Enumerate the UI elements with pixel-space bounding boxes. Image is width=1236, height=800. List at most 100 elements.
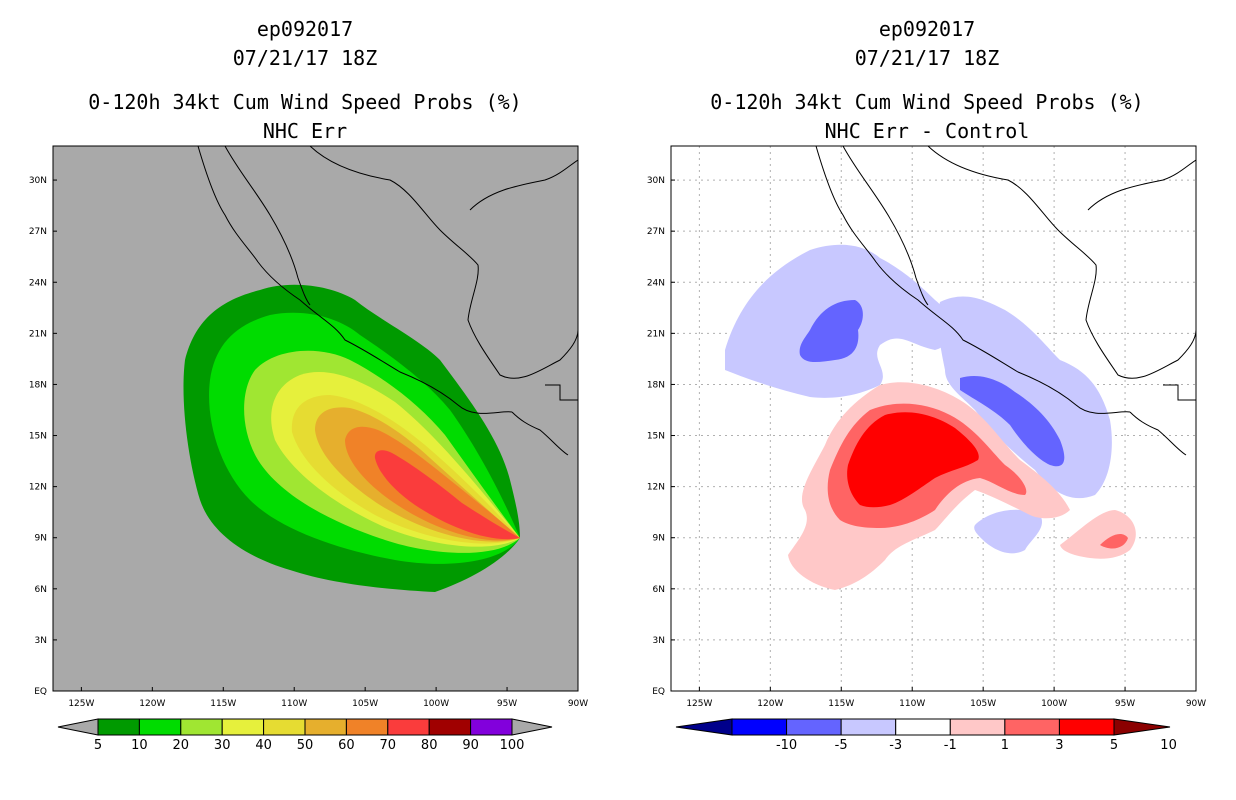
colorbar-label: 10 bbox=[131, 738, 148, 753]
left-map-panel: 125W 120W 115W 110W 105W 100W 95W 90W EQ 3N 6N 9N 12… bbox=[29, 145, 588, 709]
x-tick-label: 125W bbox=[686, 699, 712, 709]
colorbar-label: 5 bbox=[94, 738, 102, 753]
diff-neg-3-contour-west bbox=[799, 300, 863, 363]
colorbar-swatch bbox=[180, 718, 223, 736]
colorbar-swatch bbox=[731, 718, 788, 736]
prob-70-contour bbox=[374, 450, 520, 540]
y-tick-label: 3N bbox=[35, 636, 47, 646]
colorbar-label: 20 bbox=[173, 738, 190, 753]
colorbar-label: 30 bbox=[214, 738, 231, 753]
x-tick-label: 110W bbox=[899, 699, 925, 709]
left-axes: 125W 120W 115W 110W 105W 100W 95W 90W EQ 3N 6N 9N 12… bbox=[29, 176, 588, 709]
colorbar-under-triangle bbox=[57, 718, 99, 736]
colorbar-label: -10 bbox=[776, 738, 797, 753]
x-tick-label: 100W bbox=[1041, 699, 1067, 709]
colorbar-swatch bbox=[263, 718, 306, 736]
y-tick-label: 30N bbox=[647, 176, 665, 186]
y-tick-label: 6N bbox=[653, 585, 665, 595]
diff-pos-5-contour bbox=[847, 412, 979, 508]
x-tick-label: 120W bbox=[139, 699, 165, 709]
left-colorbar: 5 10 20 30 40 50 60 70 80 90 100 bbox=[57, 718, 553, 753]
y-tick-label: 9N bbox=[35, 534, 47, 544]
x-tick-label: 100W bbox=[423, 699, 449, 709]
y-tick-label: 27N bbox=[647, 227, 665, 237]
x-tick-label: 110W bbox=[281, 699, 307, 709]
y-tick-label: 12N bbox=[647, 483, 665, 493]
y-tick-label: 24N bbox=[647, 278, 665, 288]
colorbar-over-triangle bbox=[511, 718, 553, 736]
x-tick-label: 90W bbox=[568, 699, 588, 709]
y-tick-label: 30N bbox=[29, 176, 47, 186]
colorbar-label: 1 bbox=[1001, 738, 1009, 753]
right-axes: 125W 120W 115W 110W 105W 100W 95W 90W EQ 3N 6N 9N 12… bbox=[647, 176, 1206, 709]
y-tick-label: 24N bbox=[29, 278, 47, 288]
right-map-panel: 125W 120W 115W 110W 105W 100W 95W 90W EQ 3N 6N 9N 12… bbox=[647, 145, 1206, 709]
colorbar-swatch bbox=[428, 718, 472, 736]
y-tick-label: 18N bbox=[29, 380, 47, 390]
colorbar-over-triangle bbox=[1113, 718, 1171, 736]
colorbar-label: 100 bbox=[500, 738, 525, 753]
y-tick-label: 27N bbox=[29, 227, 47, 237]
left-title-subtitle: NHC Err bbox=[262, 119, 348, 143]
right-colorbar: -10 -5 -3 -1 1 3 5 10 bbox=[675, 718, 1177, 753]
colorbar-label: 5 bbox=[1110, 738, 1118, 753]
colorbar-swatch bbox=[221, 718, 265, 736]
colorbar-swatch bbox=[97, 718, 140, 736]
right-coastline bbox=[815, 146, 1196, 456]
x-tick-label: 120W bbox=[757, 699, 783, 709]
right-title-datetime: 07/21/17 18Z bbox=[854, 46, 1000, 70]
x-tick-label: 125W bbox=[68, 699, 94, 709]
colorbar-swatch bbox=[304, 718, 347, 736]
y-tick-label: 15N bbox=[29, 432, 47, 442]
diff-neg-1-contour-south bbox=[974, 509, 1043, 554]
diff-pos-3-contour-east bbox=[1100, 534, 1128, 549]
colorbar-swatch bbox=[470, 718, 513, 736]
colorbar-label: 60 bbox=[338, 738, 355, 753]
x-tick-label: 115W bbox=[210, 699, 236, 709]
colorbar-label: -3 bbox=[889, 738, 902, 753]
colorbar-label: 3 bbox=[1055, 738, 1063, 753]
colorbar-label: 70 bbox=[380, 738, 397, 753]
y-tick-label: 15N bbox=[647, 432, 665, 442]
x-tick-label: 105W bbox=[970, 699, 996, 709]
y-tick-label: 21N bbox=[29, 329, 47, 339]
left-title-datetime: 07/21/17 18Z bbox=[232, 46, 378, 70]
colorbar-label: -1 bbox=[944, 738, 957, 753]
colorbar-label: -5 bbox=[835, 738, 848, 753]
colorbar-swatch bbox=[840, 718, 897, 736]
y-tick-label: 9N bbox=[653, 534, 665, 544]
colorbar-swatch bbox=[1058, 718, 1115, 736]
y-tick-label: 6N bbox=[35, 585, 47, 595]
right-map-frame bbox=[670, 145, 1197, 692]
y-tick-label: EQ bbox=[34, 687, 47, 697]
diff-neg-3-contour-east bbox=[960, 375, 1065, 467]
diff-neg-1-contour-east bbox=[937, 296, 1112, 499]
left-title-storm: ep092017 bbox=[256, 17, 354, 41]
x-tick-label: 95W bbox=[497, 699, 517, 709]
colorbar-label: 50 bbox=[297, 738, 314, 753]
colorbar-swatch bbox=[387, 718, 430, 736]
x-tick-label: 90W bbox=[1186, 699, 1206, 709]
x-tick-label: 95W bbox=[1115, 699, 1135, 709]
y-tick-label: EQ bbox=[652, 687, 665, 697]
colorbar-under-triangle bbox=[675, 718, 733, 736]
colorbar-label: 40 bbox=[255, 738, 272, 753]
right-title-storm: ep092017 bbox=[878, 17, 976, 41]
colorbar-swatch bbox=[345, 718, 389, 736]
x-tick-label: 105W bbox=[352, 699, 378, 709]
right-title-product: 0-120h 34kt Cum Wind Speed Probs (%) bbox=[710, 90, 1144, 114]
left-map-frame bbox=[52, 145, 579, 692]
x-tick-label: 115W bbox=[828, 699, 854, 709]
colorbar-swatch bbox=[786, 718, 842, 736]
y-tick-label: 18N bbox=[647, 380, 665, 390]
colorbar-label: 10 bbox=[1160, 738, 1177, 753]
left-probability-field bbox=[183, 284, 521, 592]
left-title-product: 0-120h 34kt Cum Wind Speed Probs (%) bbox=[88, 90, 522, 114]
y-tick-label: 21N bbox=[647, 329, 665, 339]
right-title-subtitle: NHC Err - Control bbox=[824, 119, 1030, 143]
right-difference-field bbox=[725, 244, 1136, 590]
colorbar-swatch bbox=[949, 718, 1006, 736]
colorbar-label: 90 bbox=[462, 738, 479, 753]
colorbar-swatch bbox=[895, 718, 951, 736]
